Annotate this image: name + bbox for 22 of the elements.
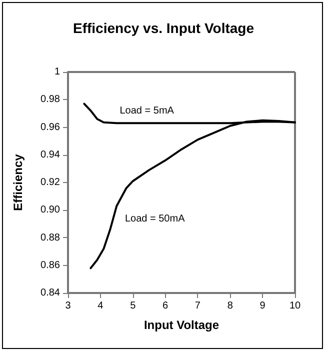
y-tick-label: 0.92 xyxy=(40,177,60,188)
x-tick-label: 6 xyxy=(162,300,169,312)
y-tick-label: 0.84 xyxy=(40,288,60,298)
x-tick-label: 5 xyxy=(130,300,136,312)
y-tick-label: 0.96 xyxy=(40,122,60,133)
y-tick-label: 0.94 xyxy=(40,149,60,160)
x-tick-label: 9 xyxy=(260,300,266,312)
y-tick-label: 0.88 xyxy=(40,232,60,244)
y-tick-label: 0.98 xyxy=(40,94,60,106)
y-tick-label: 0.86 xyxy=(40,260,60,271)
y-tick-label: 0.90 xyxy=(40,204,60,216)
y-axis-title: Efficiency xyxy=(11,154,25,211)
chart-title: Efficiency vs. Input Voltage xyxy=(72,20,254,36)
y-tick-label: 1 xyxy=(54,66,60,78)
x-axis-title: Input Voltage xyxy=(144,318,220,332)
series-label: Load = 50mA xyxy=(124,214,186,225)
x-tick-label: 8 xyxy=(227,300,234,312)
x-tick-label: 10 xyxy=(289,300,301,312)
x-tick-label: 7 xyxy=(194,300,201,312)
x-tick-label: 3 xyxy=(65,300,72,312)
series-label: Load = 5mA xyxy=(120,106,174,117)
x-tick-label: 4 xyxy=(98,300,104,312)
